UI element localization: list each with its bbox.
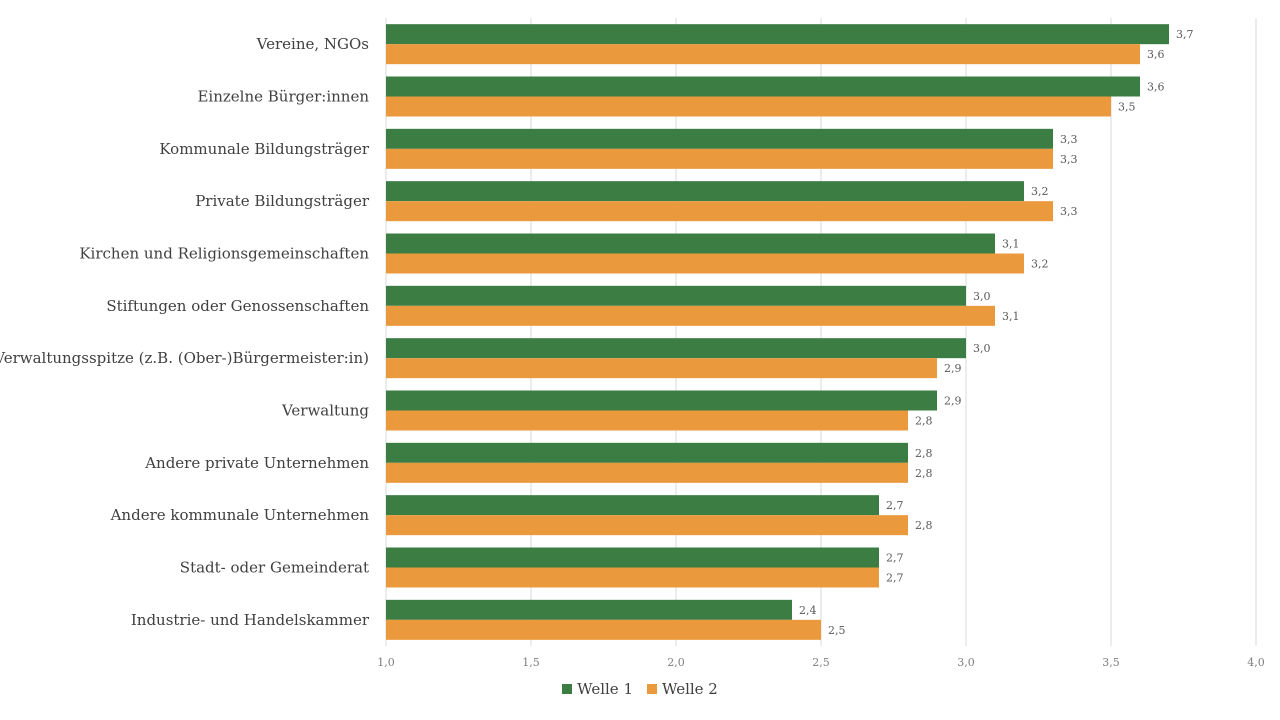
category-label: Verwaltungsspitze (z.B. (Ober-)Bürgermei… [0, 349, 369, 367]
bar-series-1 [386, 338, 966, 359]
bar-series-2 [386, 567, 879, 588]
data-label: 2,8 [915, 415, 933, 428]
category-label: Kommunale Bildungsträger [159, 140, 369, 158]
data-label: 2,7 [886, 572, 904, 585]
gridlines [385, 18, 1257, 646]
x-tick-label: 2,5 [812, 656, 830, 669]
legend: Welle 1 Welle 2 [0, 680, 1280, 698]
bar-series-1 [386, 24, 1169, 45]
category-label: Vereine, NGOs [256, 35, 369, 53]
bar-series-1 [386, 285, 966, 306]
data-label: 2,7 [886, 552, 904, 565]
bar-series-2 [386, 462, 908, 483]
bar-series-1 [386, 233, 995, 254]
bars [386, 24, 1169, 640]
bar-series-1 [386, 76, 1140, 97]
bar-series-1 [386, 442, 908, 463]
category-label: Industrie- und Handelskammer [131, 611, 370, 629]
bar-series-2 [386, 515, 908, 536]
bar-series-2 [386, 410, 908, 431]
bar-chart: 1,0 1,5 2,0 2,5 3,0 3,5 4,0 Vereine, NGOs 3,7 3,6… [0, 18, 1265, 669]
bar-series-1 [386, 599, 792, 620]
data-label: 3,0 [973, 290, 991, 303]
data-label: 3,6 [1147, 48, 1165, 61]
legend-swatch-series-2 [647, 684, 657, 694]
bar-series-1 [386, 547, 879, 568]
bar-series-2 [386, 148, 1053, 169]
labels: 1,0 1,5 2,0 2,5 3,0 3,5 4,0 Vereine, NGOs 3,7 3,6… [0, 28, 1265, 669]
x-tick-label: 4,0 [1247, 656, 1265, 669]
bar-series-2 [386, 305, 995, 326]
data-label: 3,7 [1176, 28, 1194, 41]
category-label: Verwaltung [281, 402, 369, 420]
legend-item-series-2: Welle 2 [647, 680, 718, 698]
data-label: 3,2 [1031, 258, 1049, 271]
legend-swatch-series-1 [562, 684, 573, 694]
data-label: 3,5 [1118, 101, 1136, 114]
data-label: 3,0 [973, 342, 991, 355]
data-label: 3,6 [1147, 81, 1165, 94]
data-label: 2,8 [915, 467, 933, 480]
x-tick-label: 1,5 [522, 656, 540, 669]
data-label: 3,3 [1060, 133, 1078, 146]
data-label: 3,1 [1002, 238, 1020, 251]
bar-series-2 [386, 44, 1140, 65]
data-label: 2,8 [915, 447, 933, 460]
bar-series-2 [386, 96, 1111, 117]
data-label: 2,7 [886, 499, 904, 512]
legend-label-series-2: Welle 2 [662, 680, 718, 698]
category-label: Einzelne Bürger:innen [197, 88, 369, 106]
x-tick-label: 3,0 [957, 656, 975, 669]
category-label: Andere kommunale Unternehmen [110, 506, 370, 524]
data-label: 2,9 [944, 362, 962, 375]
category-label: Private Bildungsträger [195, 192, 370, 210]
bar-series-1 [386, 390, 937, 411]
legend-label-series-1: Welle 1 [577, 680, 633, 698]
data-label: 2,9 [944, 395, 962, 408]
data-label: 2,5 [828, 624, 846, 637]
data-label: 2,4 [799, 604, 817, 617]
bar-series-1 [386, 181, 1024, 202]
x-tick-label: 2,0 [667, 656, 685, 669]
bar-series-2 [386, 619, 821, 640]
data-label: 3,1 [1002, 310, 1020, 323]
x-tick-label: 1,0 [377, 656, 395, 669]
data-label: 2,8 [915, 519, 933, 532]
bar-series-1 [386, 495, 879, 516]
data-label: 3,3 [1060, 205, 1078, 218]
bar-series-2 [386, 358, 937, 379]
data-label: 3,3 [1060, 153, 1078, 166]
x-tick-label: 3,5 [1102, 656, 1120, 669]
data-label: 3,2 [1031, 185, 1049, 198]
legend-item-series-1: Welle 1 [562, 680, 633, 698]
category-label: Kirchen und Religionsgemeinschaften [79, 245, 369, 263]
category-label: Stadt- oder Gemeinderat [180, 559, 369, 577]
bar-series-1 [386, 128, 1053, 149]
bar-series-2 [386, 253, 1024, 274]
category-label: Stiftungen oder Genossenschaften [106, 297, 369, 315]
bar-series-2 [386, 201, 1053, 222]
category-label: Andere private Unternehmen [144, 454, 369, 472]
